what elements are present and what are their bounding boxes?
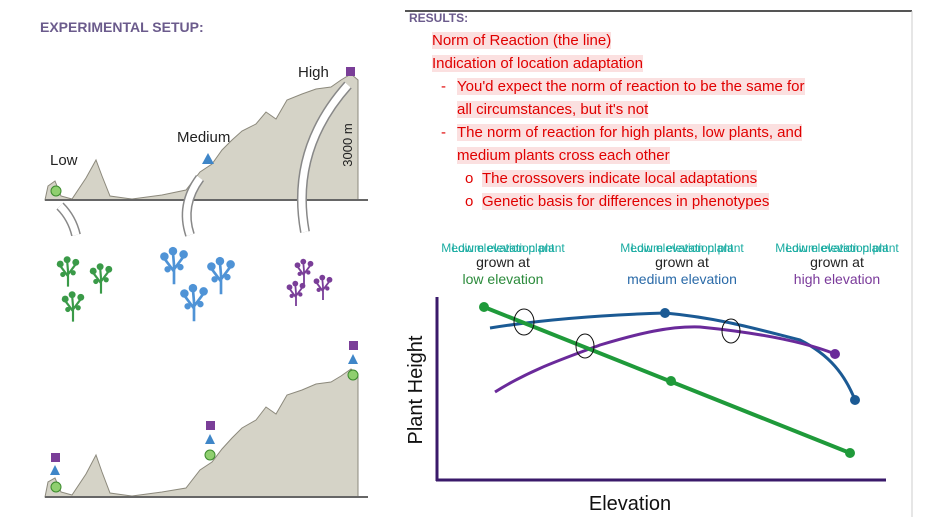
bullet-marker: -	[441, 78, 446, 95]
mountain	[44, 368, 359, 498]
overlay-label: Low elevation plant	[451, 241, 555, 255]
medium-point	[660, 308, 670, 318]
low-marker	[204, 449, 216, 461]
column-label: Low elevation plant Medium elevation plan…	[418, 240, 588, 288]
low-point	[845, 448, 855, 458]
high-marker	[51, 453, 60, 462]
medium-marker	[50, 465, 60, 475]
grown-at: grown at	[476, 254, 530, 270]
high-plants	[285, 258, 334, 306]
low-point	[666, 376, 676, 386]
crossover	[575, 333, 595, 359]
low-marker	[50, 185, 62, 197]
overlay-label: Low elevation plant	[785, 241, 889, 255]
column-label: Medium elevation plant Low elevation plan…	[752, 240, 922, 288]
overlay-label: Medium elevation plant	[441, 241, 565, 255]
crossover	[513, 308, 535, 336]
sub-bullet-text: The crossovers indicate local adaptation…	[482, 170, 758, 187]
sub-bullet-marker: o	[465, 170, 474, 187]
scale-label: 3000 m	[340, 123, 355, 166]
medium-label: Medium	[177, 129, 230, 146]
medium-marker	[348, 354, 358, 364]
medium-marker	[205, 434, 215, 444]
low-marker	[50, 481, 62, 493]
medium-line	[489, 311, 857, 401]
mountain	[44, 73, 359, 201]
medium-marker	[202, 153, 214, 164]
bullet-text: You'd expect the norm of reaction to be …	[457, 78, 805, 95]
elevation-label: low elevation	[462, 271, 544, 287]
medium-plants	[158, 245, 237, 322]
high-marker	[346, 67, 355, 76]
crossover	[721, 318, 741, 344]
high-label: High	[298, 64, 329, 81]
grown-at: grown at	[655, 254, 709, 270]
grown-at: grown at	[810, 254, 864, 270]
overlay-label: Medium elevation plant	[775, 241, 899, 255]
setup-title: EXPERIMENTAL SETUP:	[40, 19, 204, 35]
high-point	[830, 349, 840, 359]
arrows	[56, 81, 352, 237]
results-line: Indication of location adaptation	[432, 55, 643, 72]
low-point	[479, 302, 489, 312]
results-text: Norm of Reaction (the line) Indication o…	[432, 29, 805, 213]
x-axis-label: Elevation	[589, 493, 671, 515]
bullet-text: The norm of reaction for high plants, lo…	[457, 124, 803, 141]
elevation-label: medium elevation	[627, 271, 737, 287]
bullet-text: medium plants cross each other	[457, 147, 670, 164]
sub-bullet-text: Genetic basis for differences in phenoty…	[482, 193, 770, 210]
low-label: Low	[50, 152, 78, 169]
high-marker	[206, 421, 215, 430]
high-line	[494, 325, 836, 394]
low-marker	[347, 369, 359, 381]
column-label: Medium elevation plant Low elevation plan…	[597, 240, 767, 288]
overlay-label: Low elevation plant	[630, 241, 734, 255]
bullet-marker: -	[441, 124, 446, 141]
sub-bullet-marker: o	[465, 193, 474, 210]
results-line: Norm of Reaction (the line)	[432, 32, 612, 49]
y-axis-label: Plant Height	[405, 335, 427, 444]
results-title: RESULTS:	[409, 11, 468, 25]
elevation-label: high elevation	[793, 271, 881, 287]
high-marker	[349, 341, 358, 350]
overlay-label: Medium elevation plant	[620, 241, 744, 255]
low-plants	[55, 255, 114, 322]
bullet-text: all circumstances, but it's not	[457, 101, 649, 118]
medium-point	[850, 395, 860, 405]
